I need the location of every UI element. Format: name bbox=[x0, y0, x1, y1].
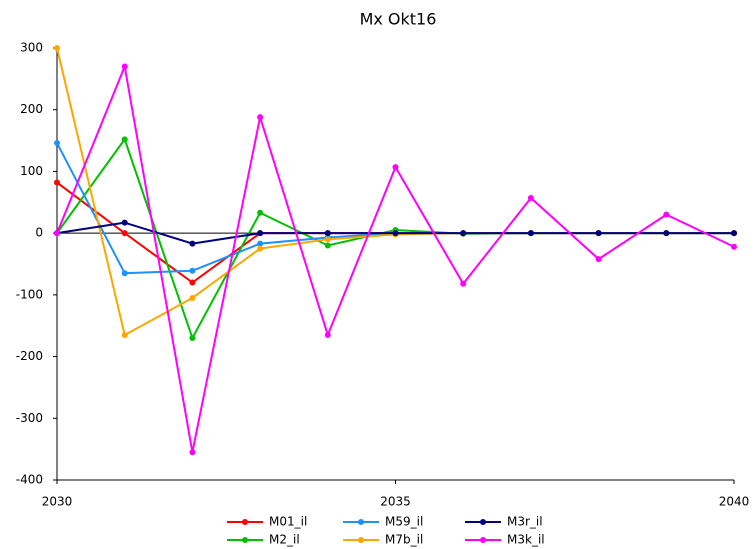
data-point bbox=[324, 331, 331, 338]
data-point bbox=[460, 230, 467, 237]
data-point bbox=[324, 242, 331, 249]
data-point bbox=[663, 211, 670, 218]
legend-label: M3k_il bbox=[507, 533, 545, 547]
y-tick-label: -200 bbox=[16, 349, 43, 363]
data-point bbox=[595, 256, 602, 263]
legend-dot bbox=[358, 519, 364, 525]
data-point bbox=[460, 280, 467, 287]
series-line bbox=[56, 62, 735, 453]
data-point bbox=[595, 230, 602, 237]
legend-label: M59_il bbox=[385, 515, 423, 529]
data-point bbox=[527, 230, 534, 237]
data-point bbox=[257, 240, 264, 247]
y-tick-label: -100 bbox=[16, 287, 43, 301]
y-tick-label: -300 bbox=[16, 411, 43, 425]
data-point bbox=[189, 449, 196, 456]
y-tick-label: 300 bbox=[20, 41, 43, 55]
data-point bbox=[324, 230, 331, 237]
data-point bbox=[121, 219, 128, 226]
chart-title: Mx Okt16 bbox=[360, 10, 437, 29]
data-point bbox=[121, 331, 128, 338]
x-tick-label: 2030 bbox=[42, 495, 73, 509]
data-point bbox=[257, 230, 264, 237]
series-line bbox=[56, 47, 734, 337]
data-point bbox=[257, 209, 264, 216]
legend-dot bbox=[480, 519, 486, 525]
data-point bbox=[54, 45, 60, 51]
legend-label: M7b_il bbox=[385, 533, 423, 547]
legend-label: M3r_il bbox=[507, 515, 543, 529]
y-tick-label: 100 bbox=[20, 164, 43, 178]
data-point bbox=[257, 114, 264, 121]
legend-dot bbox=[358, 537, 364, 543]
data-point bbox=[54, 230, 60, 237]
data-point bbox=[189, 279, 196, 286]
data-point bbox=[527, 194, 534, 201]
x-tick-label: 2040 bbox=[719, 495, 750, 509]
legend-label: M2_il bbox=[269, 533, 300, 547]
data-point bbox=[121, 230, 128, 237]
data-point bbox=[392, 164, 399, 171]
data-point bbox=[54, 179, 60, 186]
data-point bbox=[392, 230, 399, 237]
y-tick-label: 200 bbox=[20, 102, 43, 116]
data-point bbox=[189, 294, 196, 301]
legend-dot bbox=[480, 537, 486, 543]
y-tick-label: -400 bbox=[16, 473, 43, 487]
data-point bbox=[54, 140, 60, 147]
data-point bbox=[121, 270, 128, 277]
data-point bbox=[121, 136, 128, 143]
data-point bbox=[731, 230, 737, 237]
data-point bbox=[731, 243, 737, 250]
data-point bbox=[121, 63, 128, 70]
data-point bbox=[324, 236, 331, 243]
data-point bbox=[663, 230, 670, 237]
legend-dot bbox=[242, 519, 248, 525]
legend-label: M01_il bbox=[269, 515, 307, 529]
data-point bbox=[189, 335, 196, 342]
data-point bbox=[189, 267, 196, 274]
data-point bbox=[189, 240, 196, 247]
y-tick-label: 0 bbox=[35, 226, 43, 240]
data-point bbox=[257, 245, 264, 252]
legend-dot bbox=[242, 537, 248, 543]
x-tick-label: 2035 bbox=[380, 495, 411, 509]
